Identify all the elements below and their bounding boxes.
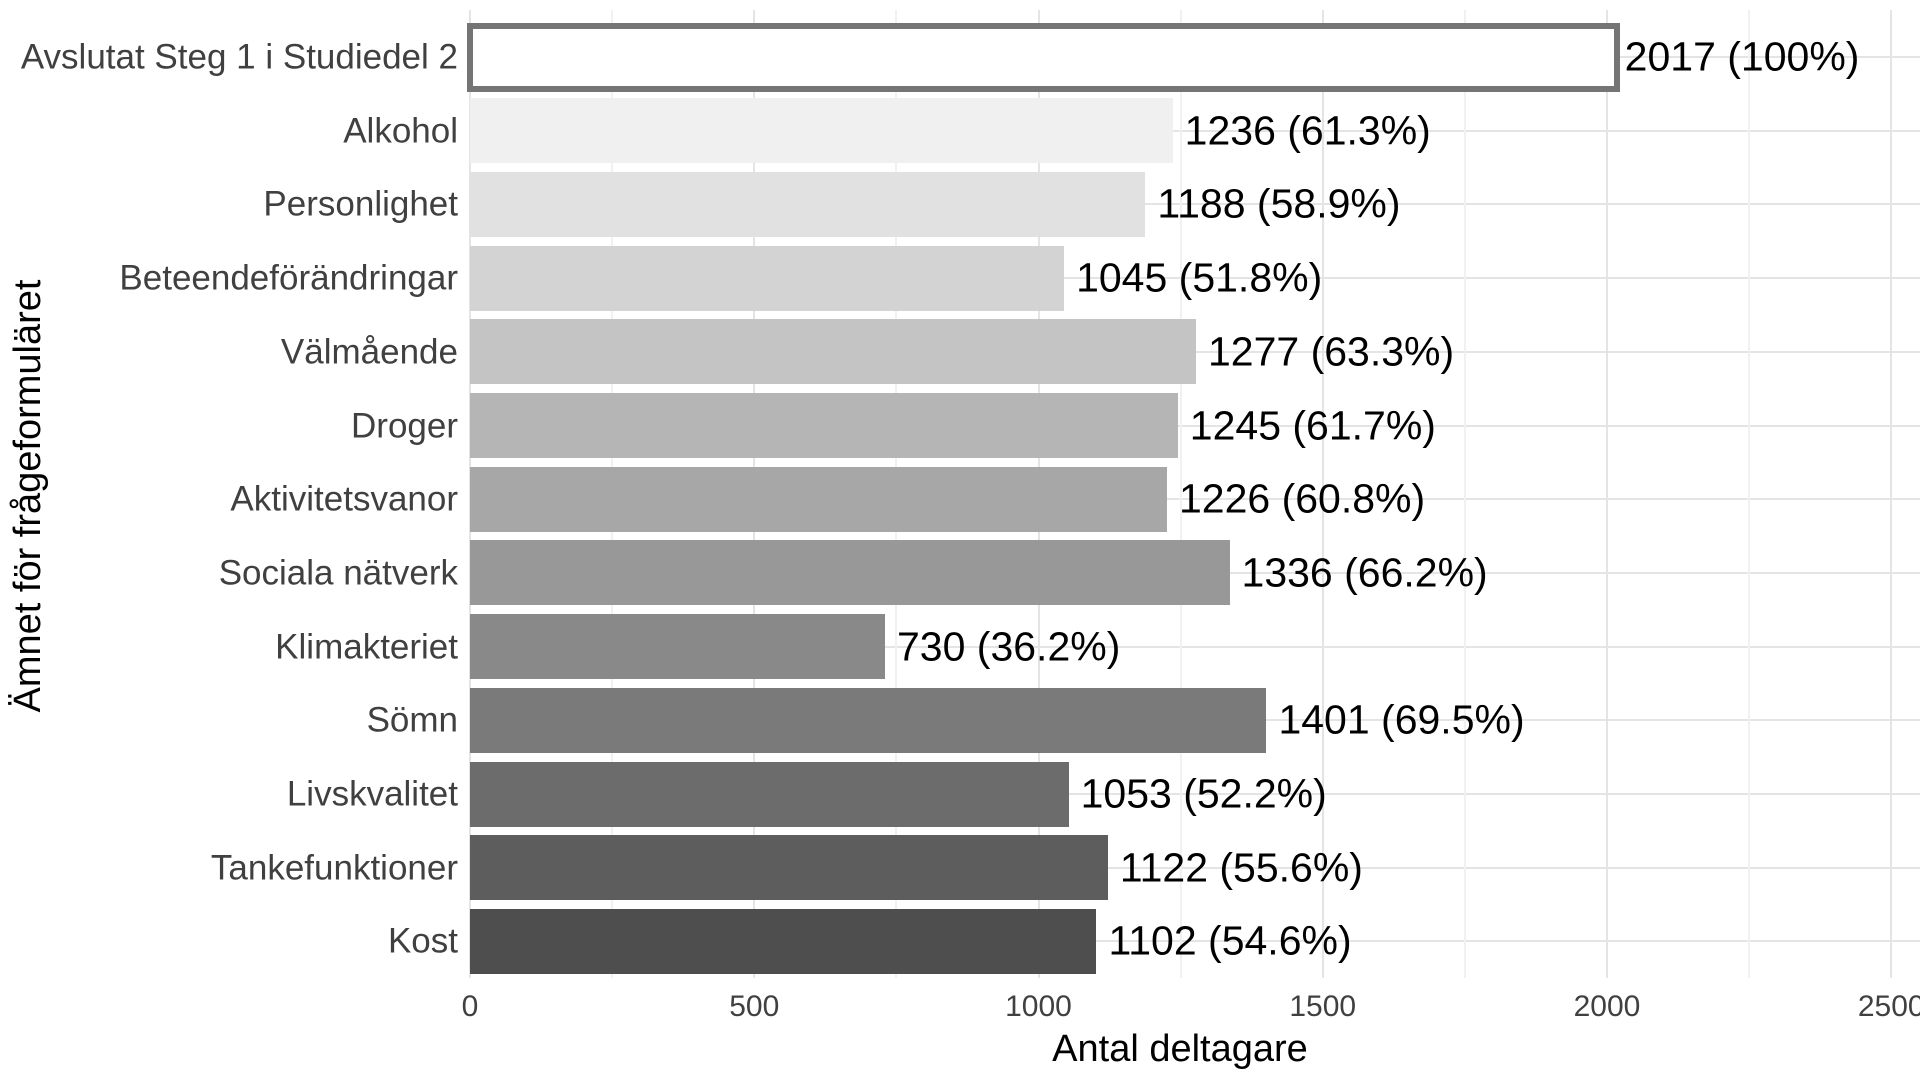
category-label: Välmående: [280, 332, 458, 372]
bar-value-label: 1102 (54.6%): [1108, 917, 1352, 964]
bar-value-label: 1122 (55.6%): [1119, 844, 1363, 891]
category-label: Droger: [351, 406, 458, 445]
gridline-horizontal-major: [470, 645, 1920, 648]
x-tick-label: 1000: [1005, 990, 1072, 1023]
category-label: Livskvalitet: [286, 774, 458, 814]
category-label: Personlighet: [263, 184, 458, 224]
category-label: Sociala nätverk: [218, 553, 458, 593]
category-label: Aktivitetsvanor: [230, 479, 458, 519]
gridline-horizontal-major: [470, 866, 1920, 869]
x-tick-label: 500: [729, 990, 780, 1023]
gridline-vertical-minor: [1463, 10, 1466, 978]
bar: [470, 319, 1196, 385]
gridline-vertical-minor: [1179, 10, 1182, 978]
category-label: Sömn: [366, 700, 458, 740]
bar: [470, 908, 1097, 974]
gridline-horizontal-major: [470, 277, 1920, 280]
category-label: Klimakteriet: [275, 627, 458, 667]
gridline-vertical-major: [1321, 10, 1324, 978]
bar-highlighted: [467, 22, 1620, 92]
category-label: Avslutat Steg 1 i Studiedel 2: [20, 37, 458, 77]
gridline-horizontal-major: [470, 424, 1920, 427]
bar-value-label: 1401 (69.5%): [1278, 696, 1525, 743]
bar: [470, 393, 1178, 458]
bar-value-label: 1045 (51.8%): [1076, 254, 1323, 301]
gridline-horizontal-major: [470, 203, 1920, 206]
bar-value-label: 2017 (100%): [1624, 33, 1860, 80]
bar: [470, 466, 1167, 532]
gridline-vertical-major: [1606, 10, 1608, 978]
x-tick-label: 1500: [1289, 990, 1357, 1023]
bar-value-label: 1336 (66.2%): [1241, 549, 1488, 596]
gridline-horizontal-major: [470, 793, 1920, 795]
bar-value-label: 1188 (58.9%): [1157, 180, 1401, 227]
x-tick-label: 2500: [1857, 990, 1920, 1023]
bar: [470, 171, 1146, 237]
bar: [470, 98, 1173, 164]
gridline-horizontal-major: [470, 129, 1920, 132]
category-label: Beteendeförändringar: [119, 258, 458, 298]
bar-value-label: 1053 (52.2%): [1080, 770, 1327, 817]
bar-value-label: 730 (36.2%): [897, 623, 1121, 670]
bar: [470, 835, 1108, 901]
bar: [470, 614, 885, 680]
y-axis-title: Ämnet för frågeformuläret: [7, 279, 49, 713]
x-tick-label: 0: [461, 990, 479, 1023]
bar: [470, 761, 1069, 827]
x-axis-title: Antal deltagare: [1052, 1028, 1308, 1070]
category-label: Tankefunktioner: [210, 848, 458, 888]
category-label: Kost: [387, 921, 458, 961]
bar-value-label: 1277 (63.3%): [1207, 328, 1455, 375]
gridline-horizontal-major: [470, 940, 1920, 943]
bar: [470, 540, 1230, 606]
bar-value-label: 1236 (61.3%): [1184, 107, 1431, 154]
gridline-vertical-major: [1890, 10, 1893, 978]
category-label: Alkohol: [343, 111, 458, 151]
bar-value-label: 1226 (60.8%): [1178, 475, 1426, 522]
bar: [470, 687, 1267, 753]
bar-value-label: 1245 (61.7%): [1189, 402, 1436, 448]
gridline-vertical-minor: [1748, 10, 1751, 978]
bar: [470, 245, 1065, 311]
x-tick-label: 2000: [1573, 990, 1641, 1023]
gridline-horizontal-major: [470, 498, 1920, 501]
